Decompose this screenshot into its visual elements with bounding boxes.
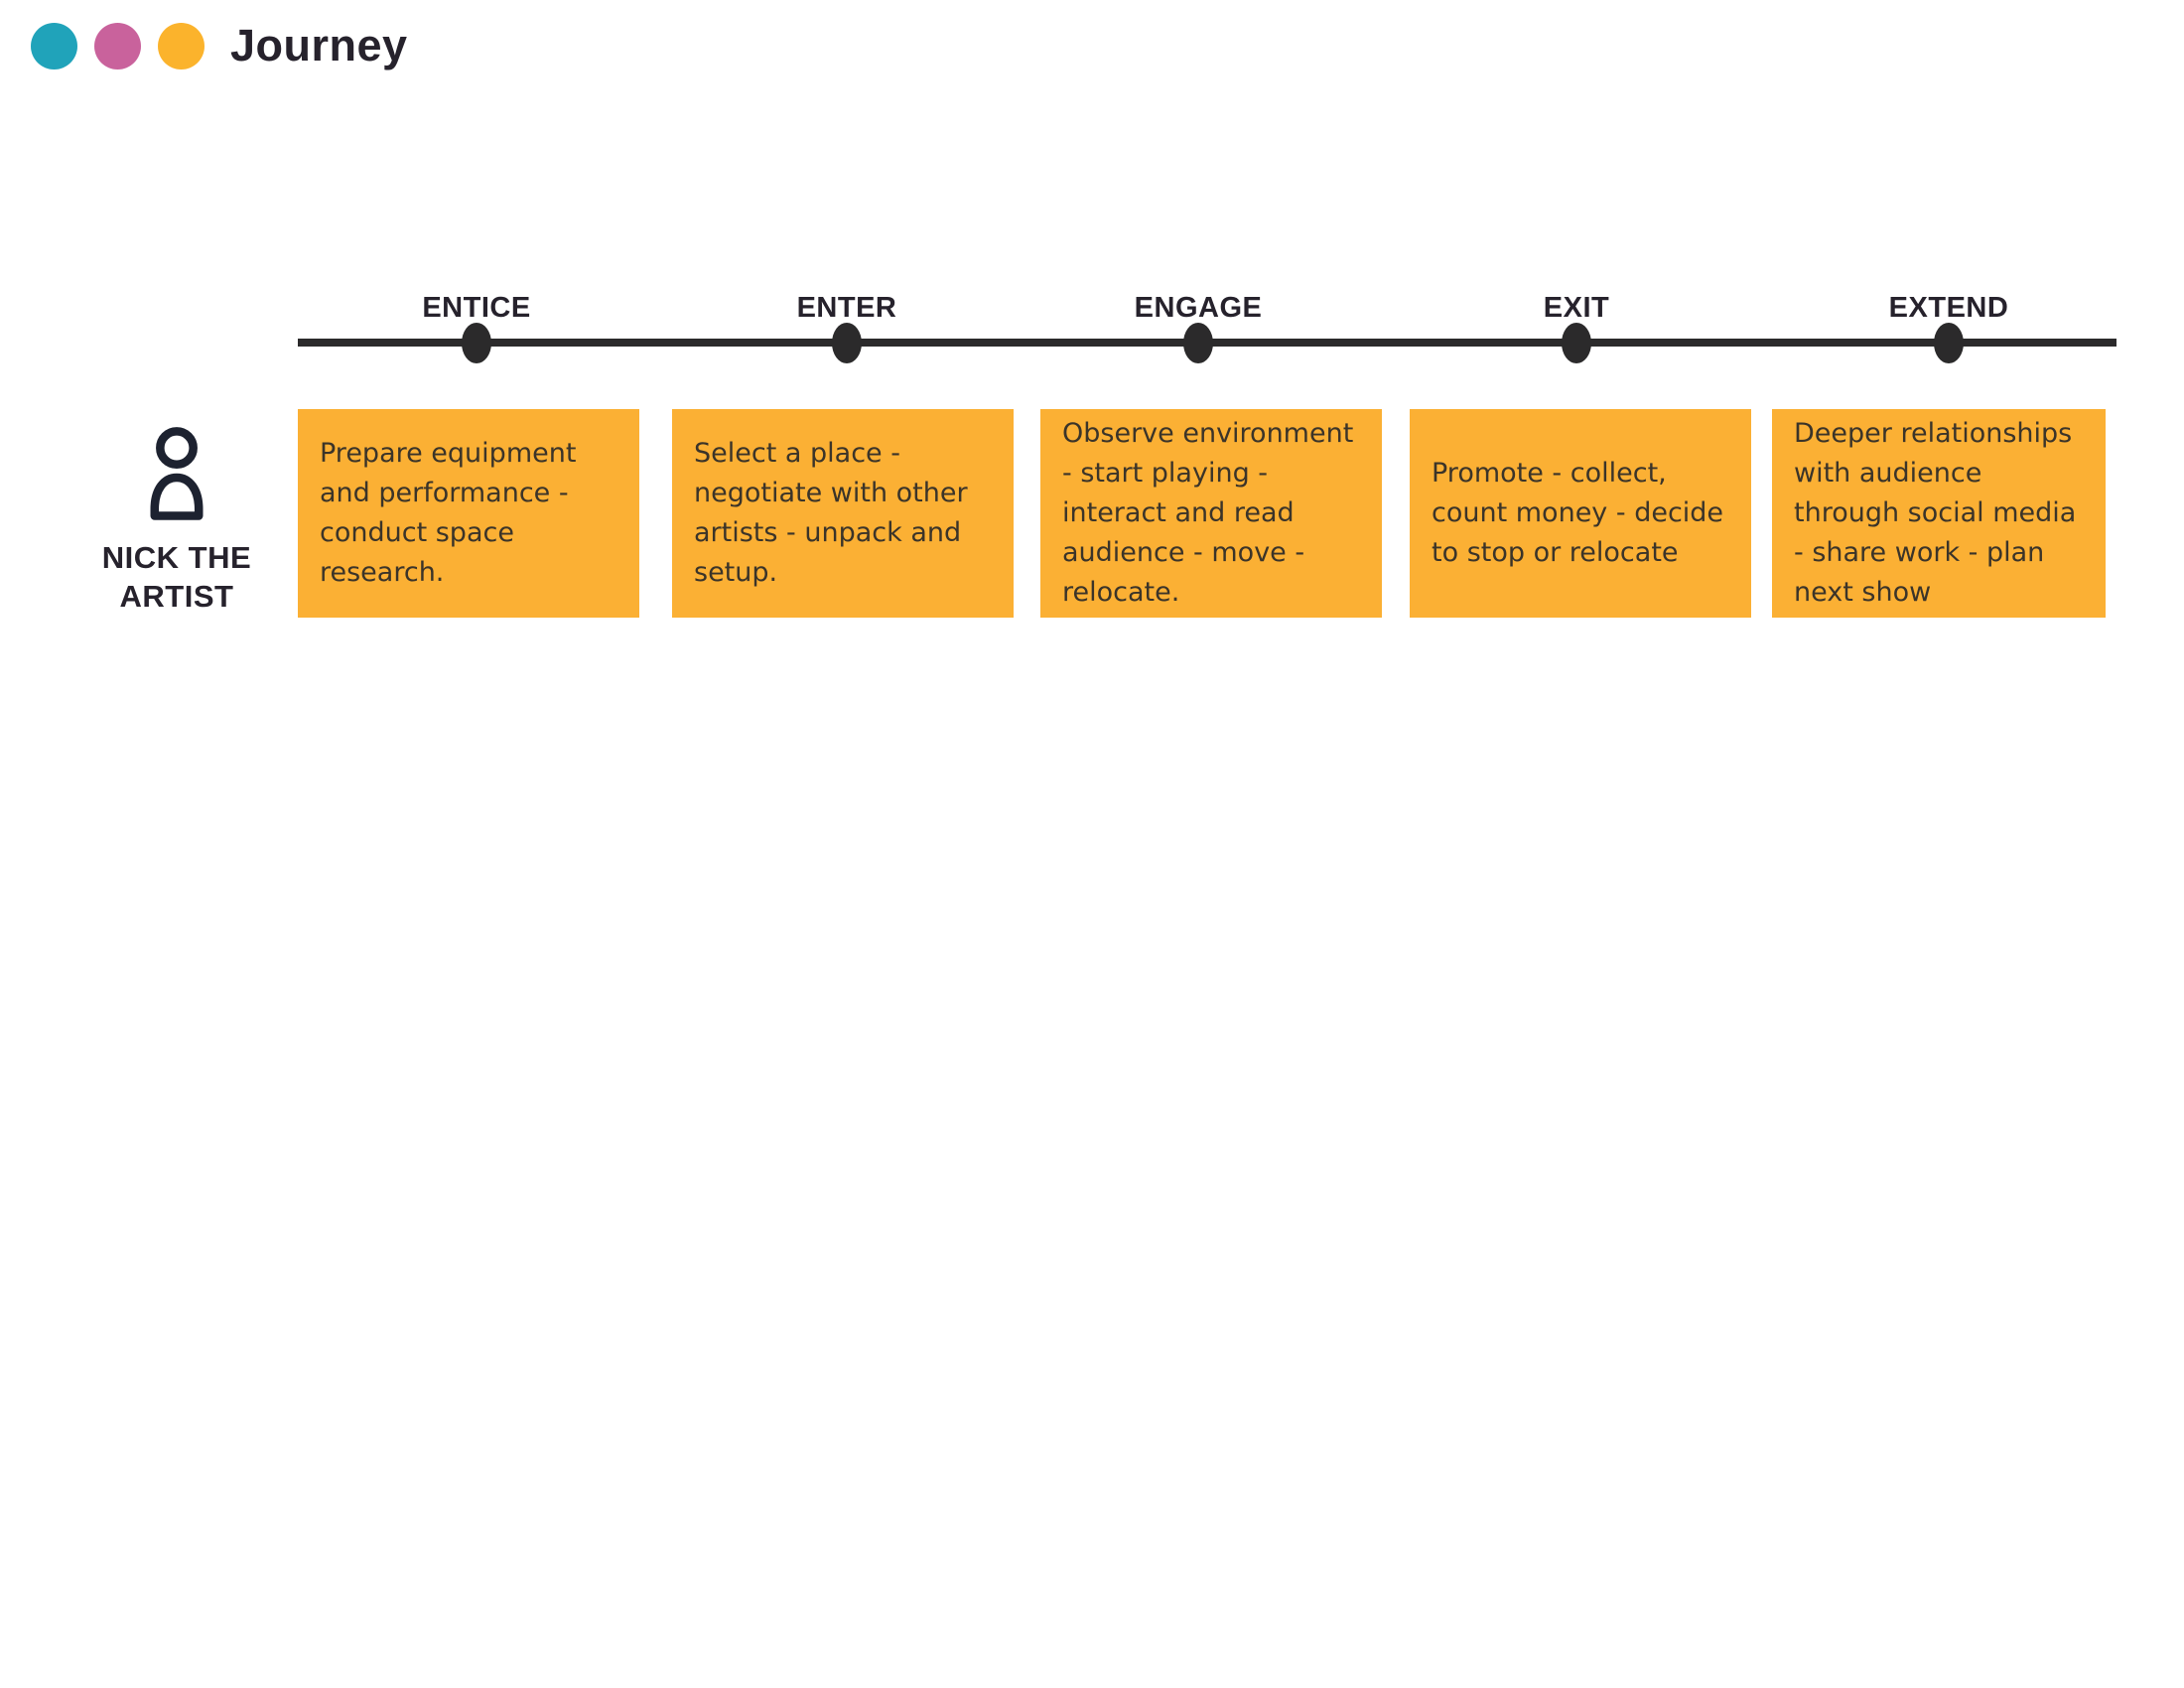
card-exit[interactable]: Promote - collect, count money - decide … bbox=[1410, 409, 1751, 618]
page-title: Journey bbox=[230, 20, 408, 70]
card-exit-description: Promote - collect, count money - decide … bbox=[1432, 458, 1724, 568]
teal-dot-icon bbox=[31, 22, 77, 70]
stage-label-engage: ENGAGE bbox=[1134, 292, 1263, 324]
card-enter[interactable]: Select a place - negotiate with other ar… bbox=[672, 409, 1014, 618]
card-entice[interactable]: Prepare equipment and performance - cond… bbox=[298, 409, 639, 618]
card-extend-description: Deeper relationships with audience throu… bbox=[1794, 418, 2077, 608]
yellow-dot-icon bbox=[158, 22, 205, 70]
card-extend[interactable]: Deeper relationships with audience throu… bbox=[1772, 409, 2106, 618]
persona-name: NICK THE ARTIST bbox=[101, 540, 252, 614]
card-engage[interactable]: Observe environment - start playing - in… bbox=[1040, 409, 1382, 618]
timeline-dot-exit bbox=[1562, 323, 1591, 363]
card-entice-description: Prepare equipment and performance - cond… bbox=[320, 438, 577, 588]
persona: NICK THE ARTIST bbox=[58, 425, 296, 616]
timeline-dot-entice bbox=[462, 323, 491, 363]
stage-label-enter: ENTER bbox=[796, 292, 897, 324]
timeline-dot-extend bbox=[1934, 323, 1964, 363]
header: Journey bbox=[31, 20, 408, 71]
stage-label-extend: EXTEND bbox=[1888, 292, 2009, 324]
logo-dots bbox=[31, 22, 205, 70]
stage-label-entice: ENTICE bbox=[422, 292, 531, 324]
person-icon bbox=[150, 427, 204, 520]
timeline-dot-enter bbox=[832, 323, 862, 363]
pink-dot-icon bbox=[94, 22, 141, 70]
card-enter-description: Select a place - negotiate with other ar… bbox=[694, 438, 968, 588]
timeline-dot-engage bbox=[1183, 323, 1213, 363]
card-engage-description: Observe environment - start playing - in… bbox=[1062, 418, 1354, 608]
stage-label-exit: EXIT bbox=[1543, 292, 1610, 324]
